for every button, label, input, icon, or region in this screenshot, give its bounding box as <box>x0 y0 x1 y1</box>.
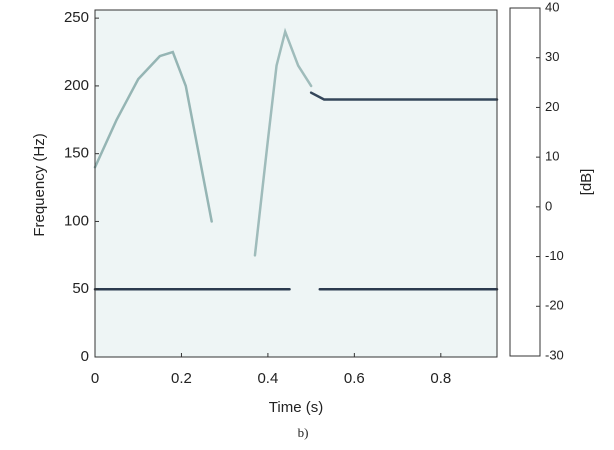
colorbar-tick-label: -20 <box>545 298 564 313</box>
y-tick-label: 0 <box>81 348 89 365</box>
y-tick-label: 100 <box>64 212 89 229</box>
y-tick-label: 50 <box>72 280 89 297</box>
colorbar-tick-label: -10 <box>545 248 564 263</box>
colorbar-tick-label: 40 <box>545 0 559 14</box>
ridge-line <box>309 91 499 101</box>
y-tick-label: 150 <box>64 145 89 162</box>
colorbar-tick-label: 30 <box>545 49 559 64</box>
ridge-line <box>93 50 213 223</box>
colorbar-tick-label: 0 <box>545 198 552 213</box>
x-tick-label: 0 <box>91 370 99 387</box>
x-axis-label: Time (s) <box>269 399 323 416</box>
x-tick-label: 0.2 <box>171 370 192 387</box>
colorbar-tick-label: 20 <box>545 99 559 114</box>
x-tick-label: 0.4 <box>257 370 278 387</box>
y-tick-label: 250 <box>64 9 89 26</box>
colorbar <box>509 7 541 357</box>
colorbar-tick-label: 10 <box>545 149 559 164</box>
x-tick-label: 0.8 <box>430 370 451 387</box>
y-tick-label: 200 <box>64 77 89 94</box>
x-tick-label: 0.6 <box>344 370 365 387</box>
colorbar-tick-label: -30 <box>545 347 564 362</box>
plot-frame <box>94 9 498 358</box>
colorbar-label: [dB] <box>578 169 595 196</box>
y-axis-label: Frequency (Hz) <box>31 133 48 236</box>
ridge-line <box>253 27 313 257</box>
plot-background <box>95 10 497 357</box>
caption: b) <box>298 425 309 440</box>
